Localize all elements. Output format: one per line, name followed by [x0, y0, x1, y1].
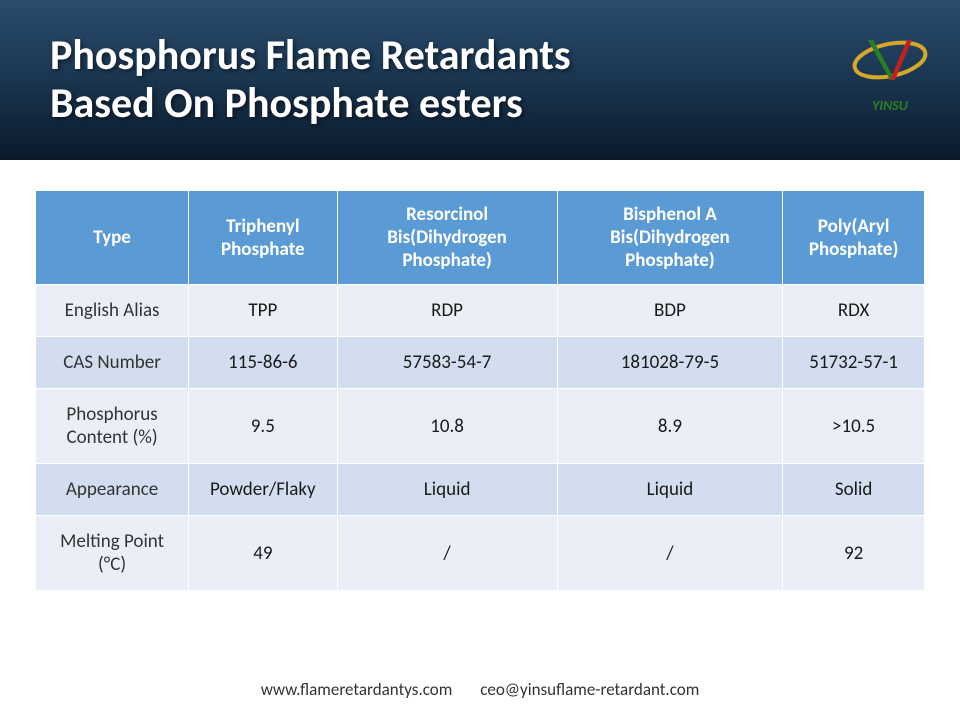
table-row: Melting Point (°C) 49 / / 92	[36, 516, 925, 591]
slide-header: Phosphorus Flame Retardants Based On Pho…	[0, 0, 960, 160]
col-rdx: Poly(Aryl Phosphate)	[783, 191, 925, 285]
row-label: Melting Point (°C)	[36, 516, 189, 591]
brand-logo: YINSU	[850, 30, 930, 114]
row-label: CAS Number	[36, 337, 189, 389]
cell: RDP	[337, 285, 557, 337]
footer-email: ceo@yinsuflame-retardant.com	[480, 679, 699, 700]
cell: Powder/Flaky	[189, 464, 337, 516]
cell: Solid	[783, 464, 925, 516]
slide-footer: www.flameretardantys.com ceo@yinsuflame-…	[0, 679, 960, 700]
table-row: Appearance Powder/Flaky Liquid Liquid So…	[36, 464, 925, 516]
slide-title: Phosphorus Flame Retardants Based On Pho…	[50, 32, 571, 129]
cell: 10.8	[337, 389, 557, 464]
col-tpp: Triphenyl Phosphate	[189, 191, 337, 285]
cell: 8.9	[557, 389, 783, 464]
cell: TPP	[189, 285, 337, 337]
title-line-1: Phosphorus Flame Retardants	[50, 30, 571, 81]
cell: 9.5	[189, 389, 337, 464]
table-row: CAS Number 115-86-6 57583-54-7 181028-79…	[36, 337, 925, 389]
cell: 92	[783, 516, 925, 591]
col-bdp: Bisphenol A Bis(Dihydrogen Phosphate)	[557, 191, 783, 285]
col-rdp: Resorcinol Bis(Dihydrogen Phosphate)	[337, 191, 557, 285]
table-row: Phosphorus Content (%) 9.5 10.8 8.9 >10.…	[36, 389, 925, 464]
col-type: Type	[36, 191, 189, 285]
slide-content: YINSU Type Triphenyl Phosphate Resorcino…	[0, 160, 960, 591]
cell: Liquid	[337, 464, 557, 516]
row-label: English Alias	[36, 285, 189, 337]
cell: 49	[189, 516, 337, 591]
cell: RDX	[783, 285, 925, 337]
cell: 51732-57-1	[783, 337, 925, 389]
cell: 181028-79-5	[557, 337, 783, 389]
footer-website: www.flameretardantys.com	[261, 679, 453, 700]
row-label: Appearance	[36, 464, 189, 516]
table-row: English Alias TPP RDP BDP RDX	[36, 285, 925, 337]
cell: Liquid	[557, 464, 783, 516]
cell: 115-86-6	[189, 337, 337, 389]
title-line-2: Based On Phosphate esters	[50, 78, 523, 129]
cell: >10.5	[783, 389, 925, 464]
row-label: Phosphorus Content (%)	[36, 389, 189, 464]
cell: BDP	[557, 285, 783, 337]
cell: /	[557, 516, 783, 591]
cell: 57583-54-7	[337, 337, 557, 389]
cell: /	[337, 516, 557, 591]
logo-v-icon	[850, 30, 930, 90]
logo-brand-text: YINSU	[850, 97, 930, 114]
table-header-row: Type Triphenyl Phosphate Resorcinol Bis(…	[36, 191, 925, 285]
phosphate-esters-table: Type Triphenyl Phosphate Resorcinol Bis(…	[35, 190, 925, 591]
